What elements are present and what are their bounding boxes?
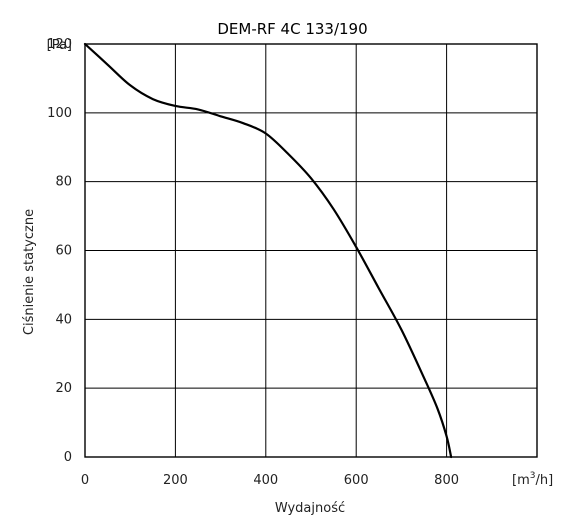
x-unit-tail: /h] — [535, 473, 553, 488]
y-tick-label-1: 20 — [55, 381, 72, 396]
curve-layer — [83, 42, 453, 459]
fan-curve-line — [83, 42, 453, 459]
y-tick-label-2: 40 — [55, 312, 72, 327]
x-unit-base: [m — [512, 473, 530, 488]
x-tick-label-1: 200 — [163, 473, 188, 488]
x-unit-superscript: 3 — [530, 471, 536, 481]
grid-layer — [84, 43, 538, 458]
x-unit-label: [m3/h] — [512, 471, 553, 488]
tick-layer: 0 200 400 600 800 0 20 40 60 80 100 120 — [47, 37, 459, 488]
y-tick-label-3: 60 — [55, 244, 72, 259]
x-tick-label-3: 600 — [344, 473, 369, 488]
y-tick-label-5: 100 — [47, 106, 72, 121]
x-tick-label-4: 800 — [434, 473, 459, 488]
x-tick-label-0: 0 — [81, 473, 89, 488]
y-tick-label-0: 0 — [64, 450, 72, 465]
y-tick-label-4: 80 — [55, 175, 72, 190]
y-tick-label-6: 120 — [47, 37, 72, 52]
y-unit-label: [Pa] — [47, 38, 72, 53]
x-tick-label-2: 400 — [253, 473, 278, 488]
chart-title: DEM-RF 4C 133/190 — [217, 20, 367, 38]
x-axis-label: Wydajność — [275, 501, 345, 516]
y-axis-label: Ciśnienie statyczne — [22, 209, 37, 335]
